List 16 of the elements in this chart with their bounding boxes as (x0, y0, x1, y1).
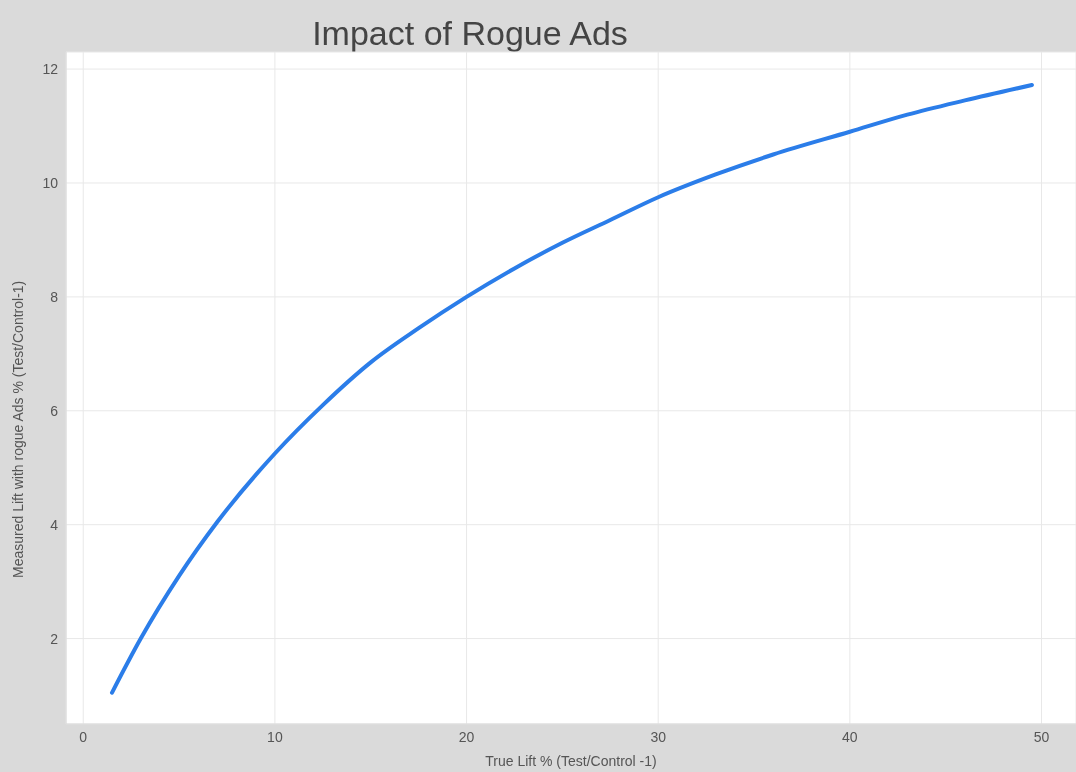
y-tick-label: 8 (50, 288, 59, 305)
x-tick-label: 20 (458, 728, 475, 745)
x-axis-title: True Lift % (Test/Control -1) (485, 753, 657, 769)
y-tick-label: 2 (50, 630, 59, 647)
y-tick-label: 6 (50, 402, 59, 419)
x-tick-label: 50 (1033, 728, 1050, 745)
x-tick-label: 0 (79, 728, 88, 745)
x-tick-label: 30 (650, 728, 667, 745)
line-series (110, 83, 1034, 695)
x-tick-label: 10 (267, 728, 283, 745)
y-tick-label: 4 (50, 516, 59, 533)
y-tick-label: 10 (42, 174, 59, 191)
chart-title: Impact of Rogue Ads (311, 13, 629, 54)
y-axis-title: Measured Lift with rogue Ads % (Test/Control-1) (9, 280, 26, 578)
y-tick-label: 12 (42, 61, 59, 78)
x-tick-label: 40 (842, 728, 858, 745)
